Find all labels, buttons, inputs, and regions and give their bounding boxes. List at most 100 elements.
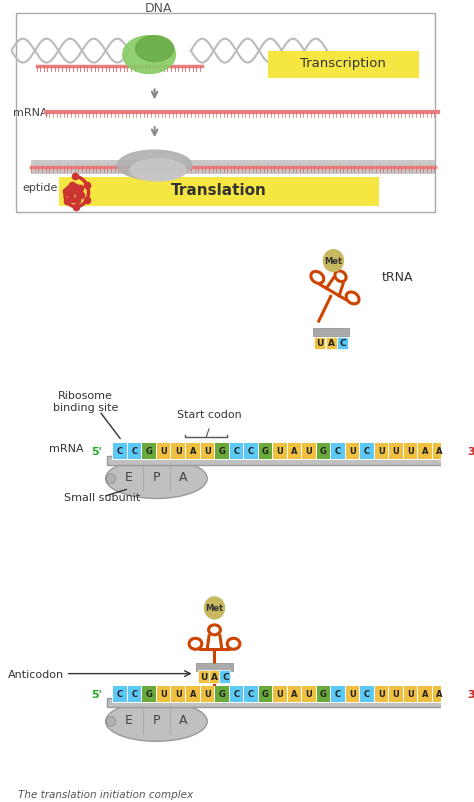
Text: C: C: [233, 446, 239, 455]
Text: A: A: [190, 446, 196, 455]
Text: G: G: [146, 446, 153, 455]
FancyBboxPatch shape: [171, 685, 185, 702]
Text: A: A: [422, 446, 428, 455]
FancyBboxPatch shape: [301, 685, 316, 702]
FancyBboxPatch shape: [272, 443, 287, 460]
Text: 5': 5': [91, 689, 102, 699]
FancyBboxPatch shape: [214, 443, 228, 460]
Text: 5': 5': [91, 446, 102, 456]
Text: C: C: [335, 689, 341, 698]
FancyBboxPatch shape: [196, 662, 233, 670]
FancyBboxPatch shape: [59, 178, 379, 207]
Text: G: G: [219, 689, 225, 698]
FancyBboxPatch shape: [141, 443, 156, 460]
Text: U: U: [407, 446, 414, 455]
Text: eptide: eptide: [22, 183, 57, 192]
FancyBboxPatch shape: [272, 685, 287, 702]
Text: The translation initiation complex: The translation initiation complex: [18, 789, 193, 799]
Text: U: U: [392, 446, 400, 455]
Text: Start codon: Start codon: [177, 409, 241, 419]
Text: U: U: [306, 689, 312, 698]
Text: A: A: [437, 446, 443, 455]
FancyBboxPatch shape: [345, 685, 359, 702]
FancyBboxPatch shape: [359, 685, 374, 702]
FancyBboxPatch shape: [16, 14, 435, 213]
FancyBboxPatch shape: [198, 670, 209, 683]
Text: U: U: [160, 446, 167, 455]
Text: U: U: [378, 446, 385, 455]
Ellipse shape: [123, 37, 175, 75]
Text: Ribosome
binding site: Ribosome binding site: [53, 391, 118, 412]
Text: G: G: [320, 689, 327, 698]
FancyBboxPatch shape: [374, 443, 388, 460]
FancyBboxPatch shape: [287, 685, 301, 702]
Text: mRNA: mRNA: [49, 444, 84, 453]
Text: C: C: [248, 689, 254, 698]
FancyBboxPatch shape: [112, 443, 127, 460]
FancyBboxPatch shape: [330, 443, 345, 460]
FancyBboxPatch shape: [388, 443, 403, 460]
Ellipse shape: [106, 459, 207, 499]
Text: G: G: [262, 689, 269, 698]
Text: U: U: [204, 689, 210, 698]
Text: A: A: [211, 672, 218, 681]
Circle shape: [107, 716, 116, 727]
FancyBboxPatch shape: [314, 338, 325, 349]
FancyBboxPatch shape: [219, 670, 230, 683]
FancyBboxPatch shape: [112, 685, 127, 702]
FancyBboxPatch shape: [243, 685, 257, 702]
Text: tRNA: tRNA: [382, 270, 413, 283]
Text: U: U: [392, 689, 400, 698]
Text: E: E: [125, 471, 133, 484]
Text: A: A: [422, 689, 428, 698]
Text: U: U: [175, 689, 182, 698]
Text: U: U: [276, 689, 283, 698]
Circle shape: [204, 597, 225, 619]
FancyBboxPatch shape: [316, 685, 330, 702]
Text: C: C: [132, 689, 137, 698]
Text: E: E: [125, 713, 133, 726]
Text: Translation: Translation: [171, 183, 267, 198]
FancyBboxPatch shape: [108, 699, 471, 707]
Text: A: A: [328, 338, 335, 348]
Text: U: U: [276, 446, 283, 455]
Text: Transcription: Transcription: [301, 57, 386, 70]
FancyBboxPatch shape: [403, 443, 418, 460]
FancyBboxPatch shape: [301, 443, 316, 460]
Text: C: C: [364, 689, 370, 698]
FancyBboxPatch shape: [108, 456, 471, 465]
Text: Met: Met: [324, 257, 343, 265]
Text: C: C: [340, 338, 346, 348]
FancyBboxPatch shape: [326, 338, 337, 349]
FancyBboxPatch shape: [127, 443, 141, 460]
Text: Small subunit: Small subunit: [64, 493, 140, 503]
FancyBboxPatch shape: [257, 443, 272, 460]
Text: A: A: [190, 689, 196, 698]
FancyBboxPatch shape: [228, 443, 243, 460]
Text: DNA: DNA: [145, 2, 172, 14]
FancyBboxPatch shape: [156, 685, 171, 702]
Text: C: C: [364, 446, 370, 455]
FancyBboxPatch shape: [171, 443, 185, 460]
FancyBboxPatch shape: [330, 685, 345, 702]
FancyBboxPatch shape: [209, 670, 219, 683]
FancyBboxPatch shape: [200, 685, 214, 702]
Text: C: C: [117, 446, 123, 455]
Text: C: C: [248, 446, 254, 455]
Ellipse shape: [106, 702, 207, 741]
Ellipse shape: [118, 151, 192, 180]
Text: U: U: [160, 689, 167, 698]
Text: C: C: [335, 446, 341, 455]
FancyBboxPatch shape: [228, 685, 243, 702]
Text: U: U: [316, 338, 323, 348]
Text: mRNA: mRNA: [13, 108, 47, 118]
Text: A: A: [179, 713, 188, 726]
FancyBboxPatch shape: [214, 685, 228, 702]
Text: C: C: [222, 672, 228, 681]
FancyBboxPatch shape: [403, 685, 418, 702]
FancyBboxPatch shape: [127, 685, 141, 702]
Text: U: U: [349, 446, 356, 455]
Text: U: U: [378, 689, 385, 698]
Text: A: A: [291, 446, 298, 455]
FancyBboxPatch shape: [185, 443, 200, 460]
